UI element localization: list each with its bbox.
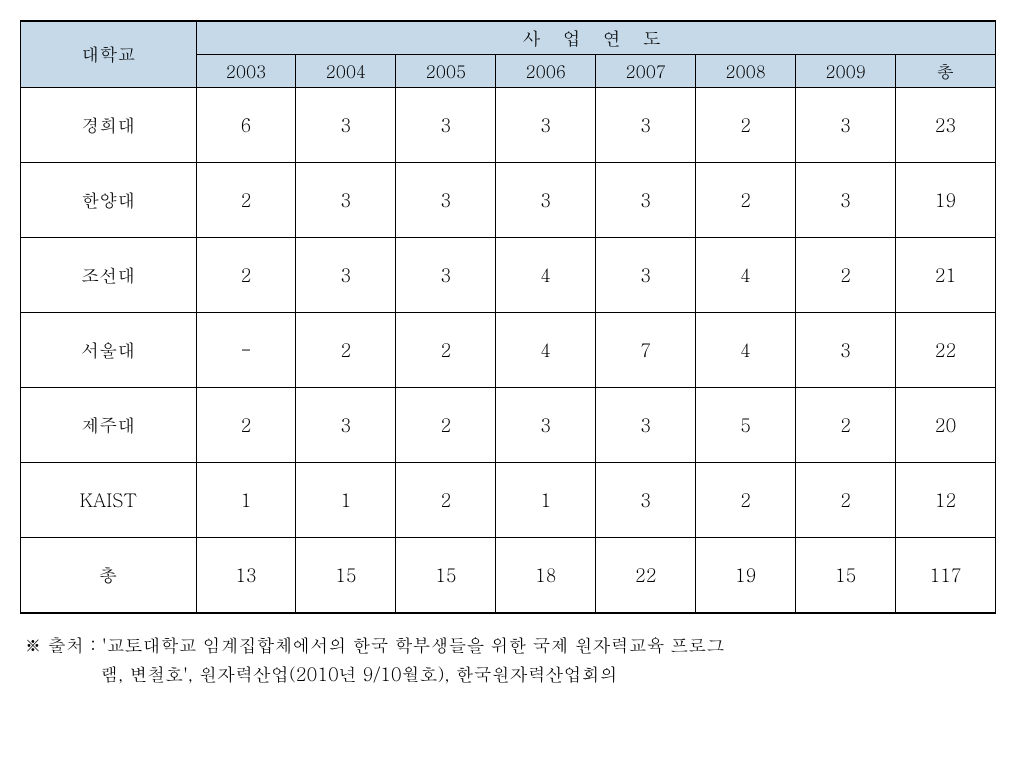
university-name: 제주대 [21,388,197,463]
header-year-2004: 2004 [296,55,396,88]
table-row: KAIST 1 1 2 1 3 2 2 12 [21,463,996,538]
table-cell: 22 [896,313,996,388]
header-year-2009: 2009 [796,55,896,88]
table-cell: 1 [196,463,296,538]
table-row-total: 총 13 15 15 18 22 19 15 117 [21,538,996,614]
table-cell: 4 [496,238,596,313]
table-row: 서울대 - 2 2 4 7 4 3 22 [21,313,996,388]
table-cell: 2 [196,163,296,238]
table-cell: 3 [396,238,496,313]
table-cell: - [196,313,296,388]
table-cell: 2 [296,313,396,388]
header-year-2005: 2005 [396,55,496,88]
table-cell: 3 [496,163,596,238]
table-cell: 3 [396,88,496,163]
table-cell: 3 [796,313,896,388]
source-footnote: ※ 출처 : '교토대학교 임계집합체에서의 한국 학부생들을 위한 국제 원자… [20,632,996,690]
table-cell: 15 [796,538,896,614]
table-cell: 19 [896,163,996,238]
table-cell: 4 [696,313,796,388]
header-university: 대학교 [21,21,197,88]
table-cell: 3 [596,163,696,238]
table-cell: 4 [496,313,596,388]
table-cell: 3 [596,238,696,313]
table-cell: 3 [496,388,596,463]
table-cell: 15 [396,538,496,614]
table-cell: 19 [696,538,796,614]
university-name: 총 [21,538,197,614]
header-year-total: 총 [896,55,996,88]
table-cell: 3 [596,388,696,463]
table-cell: 2 [796,388,896,463]
table-cell: 3 [296,163,396,238]
university-name: 경희대 [21,88,197,163]
table-cell: 2 [796,238,896,313]
table-cell: 3 [396,163,496,238]
table-cell: 21 [896,238,996,313]
header-year-2008: 2008 [696,55,796,88]
table-cell: 2 [696,163,796,238]
table-cell: 22 [596,538,696,614]
table-cell: 12 [896,463,996,538]
table-cell: 18 [496,538,596,614]
table-cell: 3 [596,88,696,163]
header-year-2003: 2003 [196,55,296,88]
table-cell: 2 [396,463,496,538]
table-cell: 7 [596,313,696,388]
table-cell: 15 [296,538,396,614]
table-cell: 2 [196,238,296,313]
table-cell: 1 [296,463,396,538]
table-cell: 3 [496,88,596,163]
table-header: 대학교 사 업 연 도 2003 2004 2005 2006 2007 200… [21,21,996,88]
table-cell: 2 [696,88,796,163]
table-row: 조선대 2 3 3 4 3 4 2 21 [21,238,996,313]
table-cell: 4 [696,238,796,313]
table-cell: 3 [296,388,396,463]
table-cell: 6 [196,88,296,163]
header-year-group: 사 업 연 도 [196,21,996,55]
table-cell: 23 [896,88,996,163]
table-cell: 2 [396,388,496,463]
table-cell: 2 [396,313,496,388]
footnote-line1: ※ 출처 : '교토대학교 임계집합체에서의 한국 학부생들을 위한 국제 원자… [24,632,992,661]
university-name: 한양대 [21,163,197,238]
table-row: 제주대 2 3 2 3 3 5 2 20 [21,388,996,463]
table-row: 경희대 6 3 3 3 3 2 3 23 [21,88,996,163]
table-cell: 3 [796,163,896,238]
university-name: 서울대 [21,313,197,388]
university-name: KAIST [21,463,197,538]
footnote-line2: 램, 변철호', 원자력산업(2010년 9/10월호), 한국원자력산업회의 [24,661,992,690]
table-row: 한양대 2 3 3 3 3 2 3 19 [21,163,996,238]
table-cell: 1 [496,463,596,538]
table-cell: 117 [896,538,996,614]
table-body: 경희대 6 3 3 3 3 2 3 23 한양대 2 3 3 3 3 2 3 1… [21,88,996,614]
header-year-2006: 2006 [496,55,596,88]
table-cell: 13 [196,538,296,614]
header-year-2007: 2007 [596,55,696,88]
table-cell: 2 [796,463,896,538]
table-cell: 3 [596,463,696,538]
data-table-container: 대학교 사 업 연 도 2003 2004 2005 2006 2007 200… [20,20,996,690]
table-cell: 20 [896,388,996,463]
university-name: 조선대 [21,238,197,313]
university-year-table: 대학교 사 업 연 도 2003 2004 2005 2006 2007 200… [20,20,996,614]
table-cell: 2 [696,463,796,538]
table-cell: 3 [296,238,396,313]
table-cell: 3 [296,88,396,163]
table-cell: 5 [696,388,796,463]
table-cell: 3 [796,88,896,163]
table-cell: 2 [196,388,296,463]
